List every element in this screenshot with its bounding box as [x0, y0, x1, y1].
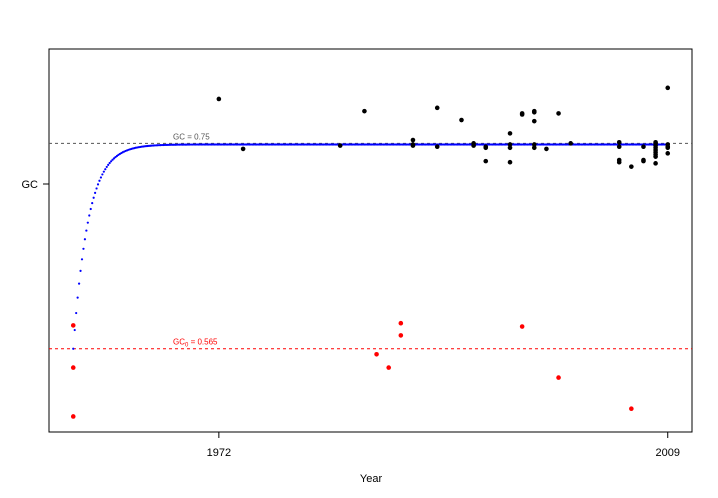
data-point-red: [386, 365, 392, 370]
data-point-black: [507, 159, 513, 165]
data-point-black: [531, 142, 537, 147]
curve-point: [105, 165, 108, 169]
y-axis-label: GC: [22, 179, 39, 191]
data-point-black: [483, 145, 489, 151]
x-tick-label: 1972: [207, 447, 231, 459]
data-point-red: [70, 365, 76, 370]
data-point-black: [616, 144, 622, 149]
x-axis-label: Year: [360, 473, 383, 485]
data-point-black: [641, 158, 646, 164]
curve-point: [83, 238, 87, 241]
data-point-black: [410, 142, 416, 147]
curve-point: [80, 258, 84, 261]
x-tick-label: 2009: [655, 447, 679, 459]
curve-point: [104, 168, 107, 171]
data-point-red: [374, 351, 379, 357]
plot-frame: [48, 48, 693, 433]
data-point-black: [544, 146, 549, 152]
data-point-black: [629, 164, 634, 169]
curve-point: [76, 296, 79, 299]
data-point-red: [398, 333, 404, 338]
data-point-black: [483, 158, 489, 164]
data-point-red: [398, 320, 404, 326]
curve-point: [91, 202, 94, 205]
data-point-red: [629, 406, 634, 411]
curve-point: [89, 207, 92, 211]
curve-point: [102, 170, 105, 173]
data-points: [70, 85, 671, 419]
data-point-black: [337, 143, 343, 148]
curve-point: [86, 221, 89, 224]
data-point-black: [434, 144, 440, 149]
data-point-black: [641, 144, 646, 149]
curve-point: [73, 328, 76, 332]
x-axis: 1972 2009: [207, 432, 680, 459]
data-point-black: [653, 161, 658, 166]
data-point-black: [531, 108, 537, 114]
curve-point: [85, 229, 88, 232]
curve-point: [95, 187, 98, 190]
data-point-black: [616, 139, 622, 145]
curve-point: [98, 179, 101, 182]
curve-point: [75, 311, 78, 315]
data-point-black: [459, 117, 464, 123]
curve-point: [72, 347, 75, 350]
data-point-red: [70, 323, 76, 328]
curve-point: [108, 161, 111, 165]
curve-point: [92, 196, 95, 199]
curve-point: [94, 191, 97, 194]
curve-point: [101, 173, 104, 176]
data-point-red: [556, 375, 561, 380]
reference-label-1: GC0 = 0.565: [173, 338, 218, 349]
data-point-black: [665, 85, 671, 91]
reference-label-0: GC = 0.75: [173, 132, 210, 141]
data-point-black: [531, 145, 537, 151]
data-point-black: [434, 105, 440, 111]
data-point-black: [653, 154, 658, 159]
data-point-black: [410, 137, 416, 143]
data-point-red: [519, 324, 525, 329]
curve-point: [99, 176, 103, 179]
curve-point: [82, 247, 85, 250]
data-point-black: [531, 118, 537, 124]
data-point-black: [665, 151, 671, 156]
curve-point: [96, 183, 100, 186]
curve-point: [110, 160, 113, 163]
data-point-black: [616, 159, 622, 165]
data-point-black: [362, 108, 367, 114]
data-point-black: [507, 142, 513, 147]
curve-point: [77, 282, 81, 285]
data-point-black: [471, 143, 476, 148]
curve-point: [88, 214, 91, 217]
fitted-curve: [72, 143, 669, 350]
data-point-black: [519, 112, 525, 117]
curve-point: [111, 158, 114, 161]
data-point-black: [507, 145, 513, 151]
reference-lines: GC = 0.75 GC0 = 0.565: [49, 132, 692, 350]
curve-point: [107, 163, 110, 166]
data-point-black: [240, 146, 246, 152]
curve-point: [112, 157, 116, 160]
data-point-black: [216, 96, 222, 102]
data-point-black: [665, 145, 671, 151]
data-point-red: [70, 414, 76, 419]
curve-point: [79, 269, 82, 272]
data-point-black: [568, 141, 573, 146]
data-point-black: [507, 131, 513, 136]
y-axis: GC: [22, 179, 49, 191]
data-point-black: [556, 111, 561, 116]
